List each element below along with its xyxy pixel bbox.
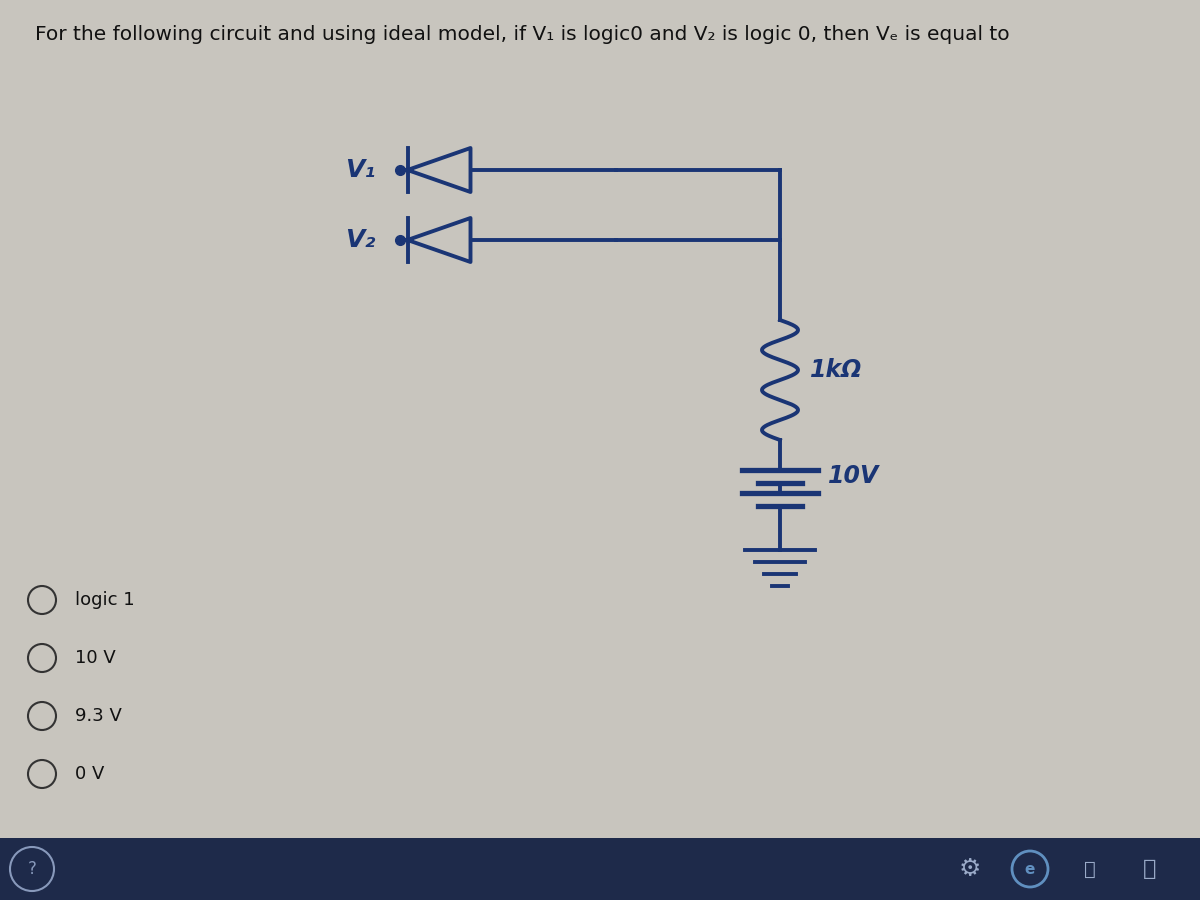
Text: ⧉: ⧉ <box>1144 859 1157 879</box>
Text: 10 V: 10 V <box>74 649 115 667</box>
Text: 📁: 📁 <box>1084 860 1096 878</box>
Text: V₂: V₂ <box>344 228 374 252</box>
Text: 0 V: 0 V <box>74 765 104 783</box>
Text: e: e <box>1025 861 1036 877</box>
Text: 10V: 10V <box>828 464 880 489</box>
FancyBboxPatch shape <box>0 838 1200 900</box>
Text: 1kΩ: 1kΩ <box>810 358 863 382</box>
Text: V₁: V₁ <box>344 158 374 182</box>
Text: ?: ? <box>28 860 36 878</box>
Text: For the following circuit and using ideal model, if V₁ is logic0 and V₂ is logic: For the following circuit and using idea… <box>35 25 1009 44</box>
Text: 9.3 V: 9.3 V <box>74 707 122 725</box>
Text: logic 1: logic 1 <box>74 591 134 609</box>
Text: ⚙: ⚙ <box>959 857 982 881</box>
